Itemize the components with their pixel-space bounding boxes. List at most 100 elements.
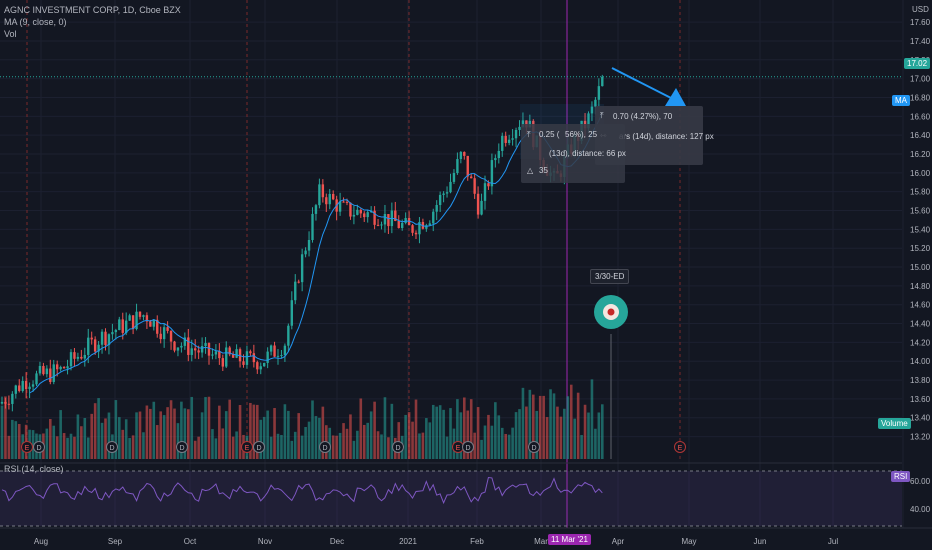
candle-body	[194, 348, 197, 351]
candle-body	[504, 135, 507, 143]
candle-body	[31, 384, 35, 387]
volume-bar	[345, 428, 349, 459]
candle-body	[56, 364, 59, 370]
candle-body	[145, 315, 149, 322]
candle-body	[397, 220, 400, 228]
dividend-marker: D	[319, 441, 331, 453]
volume-legend[interactable]: Vol	[4, 29, 17, 39]
candle-body	[432, 211, 435, 224]
measure-small-angle: 35	[539, 166, 548, 175]
volume-bar	[573, 418, 576, 459]
rsi-legend[interactable]: RSI (14, close)	[4, 464, 64, 474]
candle-body	[404, 218, 407, 223]
marker-circle	[319, 441, 331, 453]
time-tick: May	[681, 537, 696, 546]
time-axis[interactable]: Aug Sep Oct Nov Dec 2021 Feb Mar Apr May Jun Jul	[0, 527, 932, 546]
volume-bar	[431, 404, 435, 459]
price-tick: 14.40	[910, 320, 931, 329]
volume-bar	[235, 431, 238, 459]
volume-bar	[380, 434, 383, 459]
volume-bar	[80, 426, 83, 459]
candle-body	[149, 321, 152, 327]
candle-body	[487, 183, 490, 187]
candle-body	[470, 176, 473, 179]
volume-bar	[266, 410, 269, 459]
volume-bar	[359, 398, 363, 459]
volume-bar	[259, 419, 263, 459]
volume-bar	[376, 431, 380, 459]
candle-body	[328, 193, 331, 205]
candle-body	[449, 181, 452, 193]
candle-body	[325, 197, 328, 205]
price-axis[interactable]: USD17.6017.4017.2017.0016.8016.6016.4016…	[910, 5, 931, 514]
measure-arrow-icon: ⤒	[600, 111, 604, 120]
earnings-marker: E	[674, 441, 686, 453]
volume-bar	[521, 387, 525, 459]
volume-bar	[207, 396, 211, 459]
volume-bar	[497, 415, 501, 459]
earnings-icon-dot	[607, 308, 615, 316]
dividend-marker: D	[33, 441, 45, 453]
volume-bar	[483, 425, 487, 459]
candle-body	[207, 343, 211, 356]
candle-body	[245, 351, 249, 365]
marker-letter: D	[322, 445, 327, 452]
volume-bar	[11, 419, 14, 459]
candle-body	[338, 201, 342, 212]
marker-letter: D	[465, 445, 470, 452]
volume-bar	[231, 436, 235, 459]
volume-bar	[407, 412, 411, 459]
volume-bar	[511, 427, 514, 459]
measure-small-change-b: 56%), 25	[565, 130, 598, 139]
candle-body	[249, 351, 252, 354]
volume-bar	[418, 433, 421, 459]
volume-bar	[387, 437, 390, 459]
volume-bar	[49, 419, 52, 459]
volume-bar	[193, 440, 197, 459]
marker-circle	[462, 441, 474, 453]
volume-bar	[528, 389, 532, 459]
volume-bar	[14, 421, 18, 459]
marker-letter: E	[245, 445, 250, 452]
volume-bar	[542, 395, 545, 459]
time-tick: Feb	[470, 537, 484, 546]
volume-bar	[549, 389, 552, 459]
price-tick: 13.60	[910, 395, 931, 404]
candle-body	[200, 346, 204, 353]
candle-body	[490, 160, 494, 187]
volume-bar	[290, 440, 294, 459]
volume-bar	[86, 437, 90, 459]
candle-body	[128, 315, 131, 321]
time-tick: Aug	[34, 537, 48, 546]
ma-legend[interactable]: MA (9, close, 0)	[4, 17, 67, 27]
price-tick: 13.80	[910, 376, 931, 385]
volume-bar	[69, 433, 73, 459]
candle-body	[587, 113, 590, 129]
candle-body	[162, 327, 166, 340]
price-tick: 15.60	[910, 207, 931, 216]
symbol-title[interactable]: AGNC INVESTMENT CORP, 1D, Cboe BZX	[4, 5, 181, 15]
volume-bar	[221, 428, 225, 459]
volume-bar	[135, 412, 138, 459]
candle-body	[297, 281, 300, 283]
candle-body	[311, 213, 314, 240]
volume-bars	[0, 379, 604, 459]
candle-body	[142, 315, 145, 317]
volume-bar	[224, 411, 228, 459]
candle-body	[383, 214, 387, 225]
volume-tag: Volume	[878, 418, 911, 429]
volume-bar	[601, 404, 604, 459]
volume-bar	[556, 406, 559, 459]
volume-bar	[490, 425, 494, 459]
earnings-marker: E	[21, 441, 33, 453]
candle-body	[514, 129, 518, 139]
volume-bar	[356, 430, 359, 459]
time-tick: Oct	[184, 537, 197, 546]
candle-body	[4, 401, 7, 404]
candle-body	[104, 331, 107, 346]
candle-body	[59, 366, 62, 370]
volume-bar	[411, 421, 414, 459]
volume-bar	[269, 436, 273, 459]
candle-body	[307, 239, 311, 251]
